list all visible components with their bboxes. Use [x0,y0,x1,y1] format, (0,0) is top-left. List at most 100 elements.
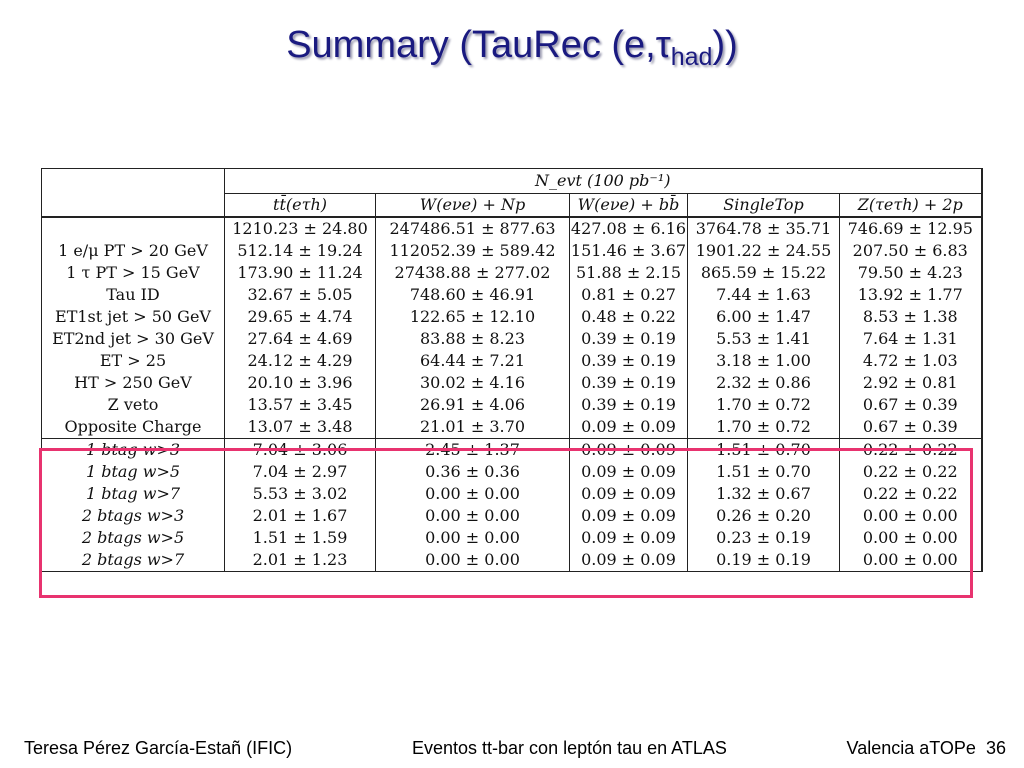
footer-author: Teresa Pérez García-Estañ (IFIC) [24,738,293,758]
cell-value: 0.09 ± 0.09 [569,416,688,439]
cell-value: 748.60 ± 46.91 [375,284,570,306]
row-label: 2 btags w>5 [41,527,225,549]
cell-value: 746.69 ± 12.95 [838,217,983,240]
cell-value: 0.39 ± 0.19 [569,372,688,394]
cell-value: 0.00 ± 0.00 [838,549,983,572]
cell-value: 8.53 ± 1.38 [838,306,983,328]
cell-value: 0.09 ± 0.09 [569,505,688,527]
cell-value: 7.04 ± 3.06 [224,438,376,461]
cell-value: 427.08 ± 6.16 [569,217,688,240]
table-row: Z veto 13.57 ± 3.45 26.91 ± 4.06 0.39 ± 0.1… [41,394,983,416]
cell-value: 32.67 ± 5.05 [224,284,376,306]
cell-value: 4.72 ± 1.03 [838,350,983,372]
cell-value: 0.22 ± 0.22 [838,461,983,483]
cell-value: 6.00 ± 1.47 [687,306,840,328]
cell-value: 1.51 ± 1.59 [224,527,376,549]
cell-value: 0.00 ± 0.00 [375,483,570,505]
footer-page-number: 36 [985,738,1006,758]
cell-value: 27438.88 ± 277.02 [375,262,570,284]
cell-value: 7.64 ± 1.31 [838,328,983,350]
cell-value: 2.45 ± 1.37 [375,438,570,461]
cell-value: 1901.22 ± 24.55 [687,240,840,262]
table-row: 2 btags w>7 2.01 ± 1.23 0.00 ± 0.00 0.09 ± … [41,549,983,572]
cell-value: 79.50 ± 4.23 [838,262,983,284]
cell-value: 112052.39 ± 589.42 [375,240,570,262]
cell-value: 1.51 ± 0.70 [687,438,840,461]
cell-value: 5.53 ± 1.41 [687,328,840,350]
cell-value: 51.88 ± 2.15 [569,262,688,284]
cell-value: 0.23 ± 0.19 [687,527,840,549]
cell-value: 0.09 ± 0.09 [569,461,688,483]
corner-cell-lower [41,193,225,218]
row-label: Tau ID [41,284,225,306]
cell-value: 1210.23 ± 24.80 [224,217,376,240]
cell-value: 0.22 ± 0.22 [838,438,983,461]
footer-talk-title: Eventos tt-bar con leptón tau en ATLAS [412,738,727,758]
table-row: 1 btag w>5 7.04 ± 2.97 0.36 ± 0.36 0.09 ± 0… [41,461,983,483]
cell-value: 122.65 ± 12.10 [375,306,570,328]
table-row: 1210.23 ± 24.80 247486.51 ± 877.63 427.08 … [41,217,983,240]
cell-value: 21.01 ± 3.70 [375,416,570,439]
row-label [41,217,225,240]
cell-value: 0.39 ± 0.19 [569,328,688,350]
cell-value: 0.22 ± 0.22 [838,483,983,505]
row-label: 1 btag w>5 [41,461,225,483]
cell-value: 13.92 ± 1.77 [838,284,983,306]
slide-title: Summary (TauRec (e,τhad)) [0,24,1024,72]
cell-value: 0.26 ± 0.20 [687,505,840,527]
table-row: 1 btag w>7 5.53 ± 3.02 0.00 ± 0.00 0.09 ± 0… [41,483,983,505]
table-row: 1 τ PT > 15 GeV 173.90 ± 11.24 27438.88 ± … [41,262,983,284]
cell-value: 13.57 ± 3.45 [224,394,376,416]
table-row: 2 btags w>5 1.51 ± 1.59 0.00 ± 0.00 0.09 ± … [41,527,983,549]
slide-title-end: )) [712,24,738,66]
event-count-table: N_evt (100 pb⁻¹) tt̄(eτh) W(eνe) + Np W(eν… [41,168,983,572]
cell-value: 0.39 ± 0.19 [569,394,688,416]
cell-value: 2.92 ± 0.81 [838,372,983,394]
cell-value: 1.70 ± 0.72 [687,394,840,416]
cell-value: 207.50 ± 6.83 [838,240,983,262]
cell-value: 1.32 ± 0.67 [687,483,840,505]
table-row: 1 btag w>3 7.04 ± 3.06 2.45 ± 1.37 0.09 ± 0… [41,438,983,461]
row-label: ET2nd jet > 30 GeV [41,328,225,350]
cell-value: 0.48 ± 0.22 [569,306,688,328]
row-label: 1 e/μ PT > 20 GeV [41,240,225,262]
column-header: W(eνe) + bb̄ [569,193,688,218]
cell-value: 151.46 ± 3.67 [569,240,688,262]
table-row: ET2nd jet > 30 GeV 27.64 ± 4.69 83.88 ± 8.… [41,328,983,350]
cell-value: 0.19 ± 0.19 [687,549,840,572]
cell-value: 3764.78 ± 35.71 [687,217,840,240]
cell-value: 3.18 ± 1.00 [687,350,840,372]
column-header: tt̄(eτh) [224,193,376,218]
footer-venue: Valencia aTOPe [846,738,976,758]
cell-value: 2.01 ± 1.23 [224,549,376,572]
cell-value: 24.12 ± 4.29 [224,350,376,372]
cell-value: 1.70 ± 0.72 [687,416,840,439]
table-row: ET1st jet > 50 GeV 29.65 ± 4.74 122.65 ± 1… [41,306,983,328]
column-header: SingleTop [687,193,840,218]
cell-value: 0.00 ± 0.00 [838,505,983,527]
cell-value: 26.91 ± 4.06 [375,394,570,416]
row-label: ET > 25 [41,350,225,372]
row-label: 1 τ PT > 15 GeV [41,262,225,284]
cell-value: 2.32 ± 0.86 [687,372,840,394]
cell-value: 0.81 ± 0.27 [569,284,688,306]
cell-value: 1.51 ± 0.70 [687,461,840,483]
slide-title-main: Summary (TauRec (e,τ [286,24,671,66]
row-label: Opposite Charge [41,416,225,439]
slide-title-subscript: had [670,43,713,71]
row-label: 2 btags w>3 [41,505,225,527]
table-row: Opposite Charge 13.07 ± 3.48 21.01 ± 3.70 0… [41,416,983,439]
cell-value: 13.07 ± 3.48 [224,416,376,439]
row-label: ET1st jet > 50 GeV [41,306,225,328]
column-header: Z(τeτh) + 2p [838,193,983,218]
cell-value: 0.67 ± 0.39 [838,394,983,416]
cell-value: 512.14 ± 19.24 [224,240,376,262]
cell-value: 865.59 ± 15.22 [687,262,840,284]
cell-value: 0.09 ± 0.09 [569,438,688,461]
cell-value: 247486.51 ± 877.63 [375,217,570,240]
table-row: 1 e/μ PT > 20 GeV 512.14 ± 19.24 112052.39… [41,240,983,262]
cell-value: 0.09 ± 0.09 [569,527,688,549]
cell-value: 27.64 ± 4.69 [224,328,376,350]
row-label: 2 btags w>7 [41,549,225,572]
footer-venue-page: Valencia aTOPe 36 [847,738,1006,759]
